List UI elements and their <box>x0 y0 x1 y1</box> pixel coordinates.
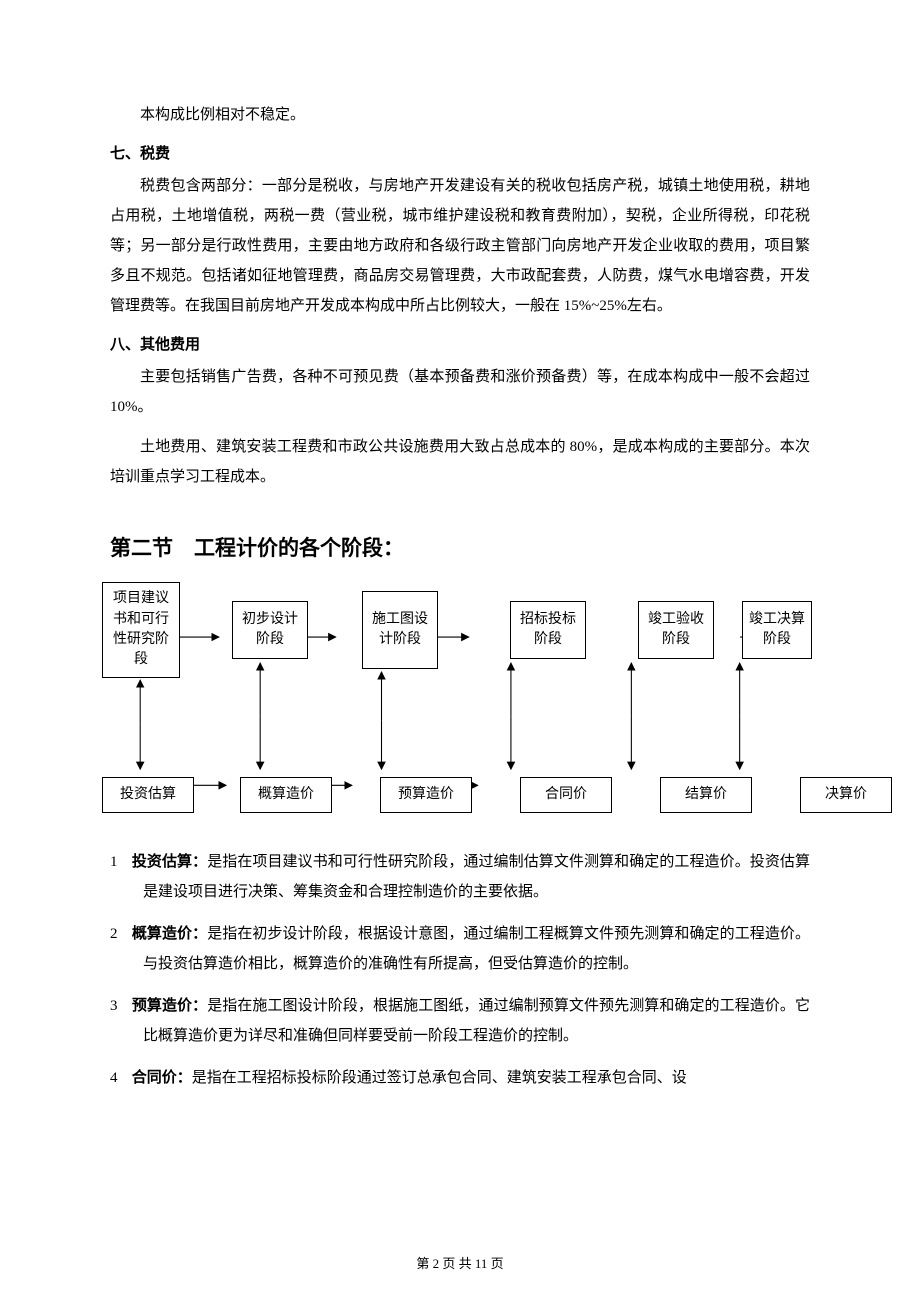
section-8-body-1: 主要包括销售广告费，各种不可预见费（基本预备费和涨价预备费）等，在成本构成中一般… <box>110 362 810 422</box>
definition-item: 1 投资估算：是指在项目建议书和可行性研究阶段，通过编制估算文件测算和确定的工程… <box>110 847 810 907</box>
flowchart-price-box: 概算造价 <box>240 777 332 813</box>
flowchart-stage-box: 招标投标阶段 <box>510 601 586 659</box>
definition-term: 投资估算： <box>132 854 207 870</box>
section-8-body-2: 土地费用、建筑安装工程费和市政公共设施费用大致占总成本的 80%，是成本构成的主… <box>110 432 810 492</box>
intro-line: 本构成比例相对不稳定。 <box>110 100 810 130</box>
definitions-list: 1 投资估算：是指在项目建议书和可行性研究阶段，通过编制估算文件测算和确定的工程… <box>110 847 810 1093</box>
definition-number: 2 <box>110 919 128 949</box>
definition-term: 预算造价： <box>132 998 207 1014</box>
flowchart-stage-box: 项目建议书和可行性研究阶段 <box>102 582 180 678</box>
document-page: 本构成比例相对不稳定。 七、税费 税费包含两部分：一部分是税收，与房地产开发建设… <box>0 0 920 1302</box>
definition-text: 是指在项目建议书和可行性研究阶段，通过编制估算文件测算和确定的工程造价。投资估算… <box>143 854 810 900</box>
section-7-body: 税费包含两部分：一部分是税收，与房地产开发建设有关的税收包括房产税，城镇土地使用… <box>110 171 810 321</box>
definition-term: 概算造价： <box>132 926 207 942</box>
definition-text: 是指在施工图设计阶段，根据施工图纸，通过编制预算文件预先测算和确定的工程造价。它… <box>143 998 810 1044</box>
flowchart-price-box: 决算价 <box>800 777 892 813</box>
definition-text: 是指在初步设计阶段，根据设计意图，通过编制工程概算文件预先测算和确定的工程造价。… <box>143 926 810 972</box>
section-8-heading: 八、其他费用 <box>110 333 810 354</box>
definition-number: 4 <box>110 1063 128 1093</box>
definition-number: 3 <box>110 991 128 1021</box>
flowchart-stage-box: 施工图设计阶段 <box>362 591 438 669</box>
section-7-heading: 七、税费 <box>110 142 810 163</box>
flowchart-price-box: 预算造价 <box>380 777 472 813</box>
page-footer: 第 2 页 共 11 页 <box>0 1253 920 1272</box>
definition-item: 2 概算造价：是指在初步设计阶段，根据设计意图，通过编制工程概算文件预先测算和确… <box>110 919 810 979</box>
section-2-title: 第二节 工程计价的各个阶段： <box>110 532 810 562</box>
definition-number: 1 <box>110 847 128 877</box>
definition-term: 合同价： <box>132 1070 192 1086</box>
flowchart-price-box: 结算价 <box>660 777 752 813</box>
flowchart-stage-box: 竣工决算阶段 <box>742 601 812 659</box>
flowchart-price-box: 合同价 <box>520 777 612 813</box>
definition-item: 3 预算造价：是指在施工图设计阶段，根据施工图纸，通过编制预算文件预先测算和确定… <box>110 991 810 1051</box>
flowchart-stage-box: 初步设计阶段 <box>232 601 308 659</box>
flowchart-price-box: 投资估算 <box>102 777 194 813</box>
definition-item: 4 合同价：是指在工程招标投标阶段通过签订总承包合同、建筑安装工程承包合同、设 <box>110 1063 810 1093</box>
flowchart: 项目建议书和可行性研究阶段初步设计阶段施工图设计阶段 招标投标阶段竣工验收阶段竣工… <box>102 582 812 817</box>
definition-text: 是指在工程招标投标阶段通过签订总承包合同、建筑安装工程承包合同、设 <box>192 1070 687 1086</box>
flowchart-stage-box: 竣工验收阶段 <box>638 601 714 659</box>
